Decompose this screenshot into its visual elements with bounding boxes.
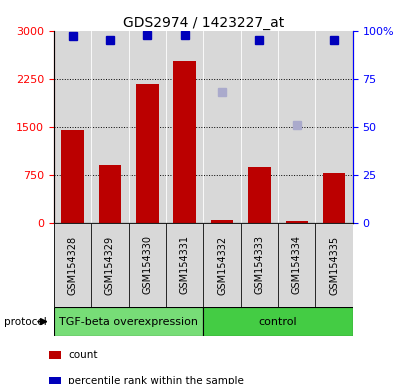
Bar [54, 223, 91, 307]
Bar [129, 223, 166, 307]
Bar [49, 351, 61, 359]
Text: GSM154332: GSM154332 [217, 235, 227, 295]
Bar [203, 307, 353, 336]
Bar [91, 223, 129, 307]
Text: GSM154328: GSM154328 [68, 235, 78, 295]
Bar [248, 167, 271, 223]
Bar [315, 223, 353, 307]
Bar [278, 223, 315, 307]
Text: control: control [259, 316, 298, 327]
Bar [99, 165, 121, 223]
Bar [286, 222, 308, 223]
Bar [49, 377, 61, 384]
Text: GSM154335: GSM154335 [329, 235, 339, 295]
Text: count: count [68, 349, 98, 359]
Text: GSM154334: GSM154334 [292, 235, 302, 295]
Bar [241, 223, 278, 307]
Bar [211, 220, 233, 223]
Bar [136, 84, 159, 223]
Text: GSM154331: GSM154331 [180, 235, 190, 295]
Text: protocol: protocol [4, 316, 47, 327]
Bar [203, 223, 241, 307]
Text: GSM154329: GSM154329 [105, 235, 115, 295]
Title: GDS2974 / 1423227_at: GDS2974 / 1423227_at [123, 16, 284, 30]
Bar [173, 61, 196, 223]
Bar [54, 307, 203, 336]
Bar [323, 173, 345, 223]
Bar [166, 223, 203, 307]
Bar [61, 130, 84, 223]
Text: GSM154333: GSM154333 [254, 235, 264, 295]
Text: GSM154330: GSM154330 [142, 235, 152, 295]
Text: percentile rank within the sample: percentile rank within the sample [68, 376, 244, 384]
Text: TGF-beta overexpression: TGF-beta overexpression [59, 316, 198, 327]
